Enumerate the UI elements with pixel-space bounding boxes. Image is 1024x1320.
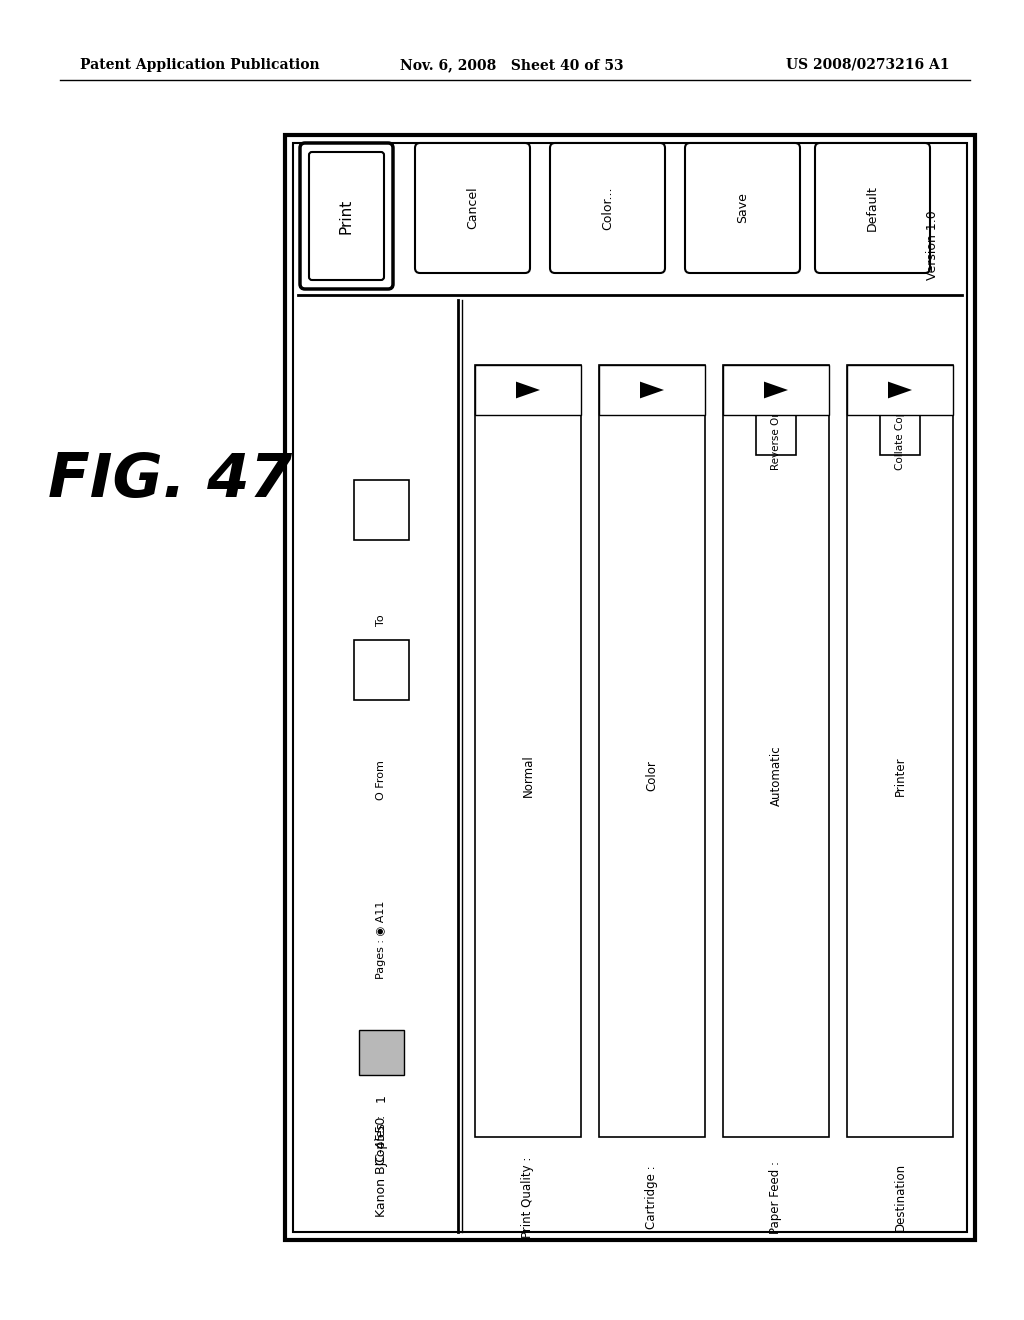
Bar: [285, 135, 975, 1239]
Text: Patent Application Publication: Patent Application Publication: [80, 58, 319, 73]
Text: Default: Default: [866, 185, 879, 231]
Bar: [354, 640, 409, 700]
FancyBboxPatch shape: [415, 143, 530, 273]
Bar: [354, 480, 409, 540]
Bar: [756, 414, 796, 455]
Text: Color...: Color...: [601, 186, 614, 230]
Text: Automatic: Automatic: [769, 746, 782, 807]
Bar: [359, 1030, 404, 1074]
Text: Print: Print: [339, 198, 354, 234]
Polygon shape: [640, 381, 664, 399]
Bar: [880, 414, 920, 455]
FancyBboxPatch shape: [815, 143, 930, 273]
Text: Printer: Printer: [894, 756, 906, 796]
Polygon shape: [888, 381, 912, 399]
FancyBboxPatch shape: [685, 143, 800, 273]
Bar: [475, 366, 581, 414]
Text: Collate Copies: Collate Copies: [895, 395, 905, 470]
Text: Copies :: Copies :: [375, 1115, 388, 1166]
Text: Print Quality :: Print Quality :: [521, 1156, 535, 1238]
Text: Cancel: Cancel: [466, 186, 479, 230]
Bar: [475, 366, 581, 1137]
FancyBboxPatch shape: [550, 143, 665, 273]
Text: Nov. 6, 2008   Sheet 40 of 53: Nov. 6, 2008 Sheet 40 of 53: [400, 58, 624, 73]
FancyBboxPatch shape: [300, 143, 393, 289]
Bar: [599, 366, 705, 1137]
Text: 1: 1: [375, 1094, 388, 1102]
Text: US 2008/0273216 A1: US 2008/0273216 A1: [786, 58, 950, 73]
Text: Version 1.0: Version 1.0: [926, 210, 939, 280]
Text: Reverse Order: Reverse Order: [771, 395, 781, 470]
Text: Paper Feed :: Paper Feed :: [769, 1160, 782, 1233]
Text: To: To: [377, 614, 386, 626]
Bar: [293, 143, 967, 1232]
Bar: [847, 366, 953, 1137]
FancyBboxPatch shape: [309, 152, 384, 280]
Text: Color: Color: [645, 760, 658, 792]
Bar: [599, 366, 705, 414]
Text: Normal: Normal: [521, 755, 535, 797]
Text: Kanon BJC-4550: Kanon BJC-4550: [375, 1117, 388, 1217]
Polygon shape: [764, 381, 788, 399]
Bar: [847, 366, 953, 414]
Text: Cartridge :: Cartridge :: [645, 1166, 658, 1229]
Text: FIG. 47: FIG. 47: [48, 450, 292, 510]
Text: Destination: Destination: [894, 1163, 906, 1232]
Polygon shape: [516, 381, 540, 399]
Text: Save: Save: [736, 193, 749, 223]
Text: Pages : ◉ A11: Pages : ◉ A11: [377, 900, 386, 979]
Bar: [723, 366, 829, 414]
Bar: [723, 366, 829, 1137]
Text: O From: O From: [377, 760, 386, 800]
